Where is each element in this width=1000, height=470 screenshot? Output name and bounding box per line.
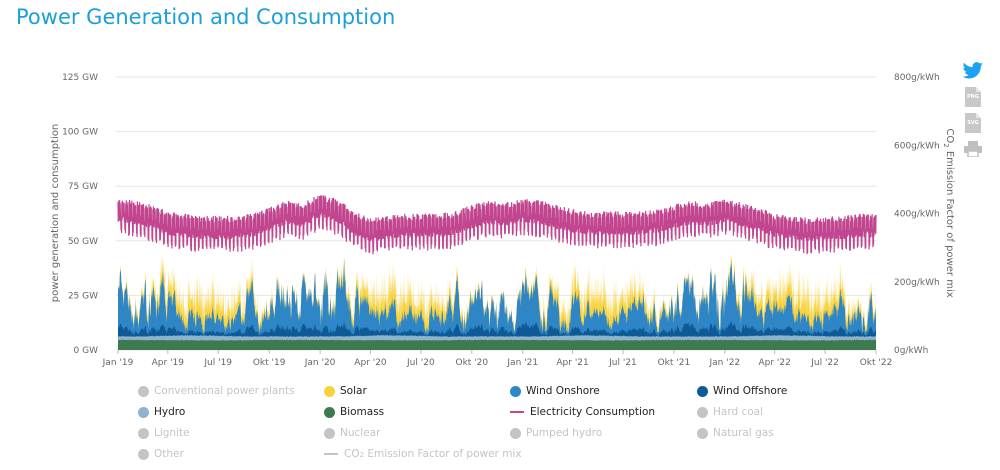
legend-label: Natural gas [713, 427, 774, 439]
png-export-icon[interactable]: PNG [962, 86, 984, 108]
legend-item-lignite[interactable]: Lignite [138, 423, 190, 443]
legend-label: Other [154, 448, 184, 460]
x-tick-label: Jul '20 [406, 358, 435, 368]
legend-dot-marker [324, 385, 335, 397]
y-right-axis-title: CO2 Emission Factor of power mix [942, 128, 955, 297]
legend-label: Hydro [154, 406, 186, 418]
legend-item-co2-emission-factor-of-power-mix[interactable]: CO 2 Emission Factor of power mix [324, 444, 522, 464]
legend-dot-marker [697, 385, 708, 397]
x-tick-label: Okt '21 [658, 358, 691, 368]
legend-line-marker [324, 453, 338, 455]
legend-label: Nuclear [340, 427, 381, 439]
export-format-label: SVG [967, 120, 979, 126]
legend-item-wind-offshore[interactable]: Wind Offshore [697, 381, 787, 401]
legend-label-post: Emission Factor of power mix [367, 448, 522, 460]
y-left-tick-label: 125 GW [62, 73, 98, 83]
x-tick-label: Apr '21 [556, 358, 588, 368]
x-tick-label: Apr '20 [354, 358, 387, 368]
legend-label: Solar [340, 385, 367, 397]
y-left-tick-label: 25 GW [68, 291, 98, 301]
y-left-tick-label: 100 GW [62, 128, 98, 138]
legend-dot-marker [138, 427, 149, 439]
y-right-title-post: Emission Factor of power mix [944, 148, 955, 298]
x-tick-label: Jul '21 [608, 358, 637, 368]
legend-item-natural-gas[interactable]: Natural gas [697, 423, 774, 443]
export-toolbar: PNG SVG [962, 60, 986, 164]
legend-dot-marker [510, 385, 521, 397]
x-tick-label: Jan '21 [506, 358, 538, 368]
y-right-tick-label: 0g/kWh [894, 346, 928, 356]
legend-label-pre: CO [344, 448, 360, 460]
legend-item-conventional-power-plants[interactable]: Conventional power plants [138, 381, 295, 401]
export-format-label: PNG [967, 94, 979, 100]
legend-item-solar[interactable]: Solar [324, 381, 367, 401]
legend-label-sub: 2 [359, 451, 365, 459]
area-series [118, 251, 876, 350]
area-biomass [118, 339, 876, 350]
x-ticks: Jan '19 Apr '19 Jul '19 Okt '19 Jan '20 Apr '… [102, 350, 893, 368]
legend-item-pumped-hydro[interactable]: Pumped hydro [510, 423, 602, 443]
legend: Conventional power plants Solar Wind Onsho… [0, 378, 1000, 470]
legend-dot-marker [510, 427, 521, 439]
y-left-tick-label: 75 GW [68, 182, 98, 192]
legend-label: Pumped hydro [526, 427, 603, 439]
y-right-tick-label: 600g/kWh [894, 141, 940, 151]
legend-label: Lignite [154, 427, 190, 439]
legend-dot-marker [138, 385, 149, 397]
x-tick-label: Apr '19 [152, 358, 185, 368]
y-right-tick-label: 400g/kWh [894, 210, 940, 220]
x-tick-label: Okt '19 [253, 358, 286, 368]
y-left-ticks: 0 GW 25 GW 50 GW 75 GW 100 GW 125 GW [62, 73, 98, 356]
legend-item-biomass[interactable]: Biomass [324, 402, 384, 422]
x-tick-label: Jan '22 [709, 358, 741, 368]
y-left-tick-label: 50 GW [68, 237, 98, 247]
y-left-axis-title: power generation and consumption [50, 124, 61, 302]
x-tick-label: Jul '19 [203, 358, 232, 368]
y-right-tick-label: 800g/kWh [894, 73, 940, 83]
legend-line-marker [510, 411, 524, 413]
legend-label: Wind Offshore [713, 385, 788, 397]
chart-title: Power Generation and Consumption [16, 5, 396, 29]
legend-item-electricity-consumption[interactable]: Electricity Consumption [510, 402, 655, 422]
legend-dot-marker [138, 448, 149, 460]
svg-export-icon[interactable]: SVG [962, 112, 984, 134]
legend-item-nuclear[interactable]: Nuclear [324, 423, 380, 443]
legend-label: Wind Onshore [526, 385, 600, 397]
legend-label: Biomass [340, 406, 385, 418]
legend-label: Electricity Consumption [530, 406, 656, 418]
x-tick-label: Jul '22 [810, 358, 839, 368]
x-tick-label: Okt '20 [455, 358, 488, 368]
legend-label: Conventional power plants [154, 385, 295, 397]
legend-item-wind-onshore[interactable]: Wind Onshore [510, 381, 600, 401]
y-right-ticks: 0g/kWh 200g/kWh 400g/kWh 600g/kWh 800g/kWh [894, 73, 940, 356]
print-icon[interactable] [962, 138, 984, 160]
x-tick-label: Jan '19 [102, 358, 134, 368]
legend-dot-marker [697, 427, 708, 439]
legend-dot-marker [138, 406, 149, 418]
legend-dot-marker [697, 406, 708, 418]
legend-item-hard-coal[interactable]: Hard coal [697, 402, 763, 422]
x-tick-label: Okt '22 [860, 358, 893, 368]
x-tick-label: Apr '22 [758, 358, 790, 368]
legend-item-other[interactable]: Other [138, 444, 184, 464]
legend-label: Hard coal [713, 406, 764, 418]
y-right-tick-label: 200g/kWh [894, 278, 940, 288]
y-right-title-sub: 2 [942, 143, 950, 147]
line-electricity-consumption [117, 195, 877, 255]
legend-dot-marker [324, 406, 335, 418]
y-right-title-pre: CO [944, 128, 955, 143]
line-series [117, 195, 877, 255]
y-left-tick-label: 0 GW [74, 346, 99, 356]
x-tick-label: Jan '20 [304, 358, 336, 368]
legend-label: CO 2 Emission Factor of power mix [344, 448, 522, 460]
legend-item-hydro[interactable]: Hydro [138, 402, 185, 422]
twitter-icon[interactable] [962, 60, 984, 82]
legend-dot-marker [324, 427, 335, 439]
